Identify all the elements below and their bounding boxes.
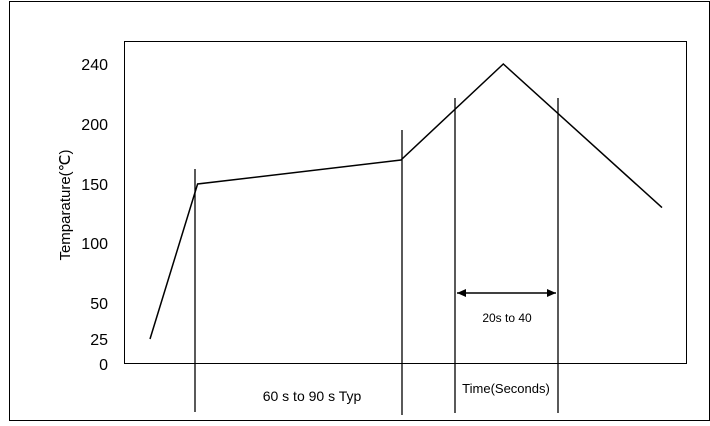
y-tick-label: 0 — [99, 357, 108, 374]
y-tick-label: 150 — [81, 177, 108, 194]
annotation-preheat-duration: 60 s to 90 s Typ — [263, 388, 362, 404]
temperature-profile-line — [149, 62, 663, 340]
peak-duration-arrow — [457, 289, 556, 297]
annotation-peak-duration: 20s to 40 — [482, 311, 532, 325]
y-axis-title: Temparature(℃) — [57, 149, 74, 260]
y-tick-label: 240 — [81, 57, 108, 74]
plot-area — [124, 41, 687, 364]
y-tick-label: 100 — [81, 236, 108, 253]
x-axis-title: Time(Seconds) — [462, 381, 550, 396]
y-tick-label: 50 — [90, 296, 108, 313]
y-tick-labels: 240 200 150 100 50 25 0 — [81, 57, 108, 374]
y-tick-label: 200 — [81, 117, 108, 134]
outer-border — [9, 1, 710, 421]
y-tick-label: 25 — [90, 332, 108, 349]
